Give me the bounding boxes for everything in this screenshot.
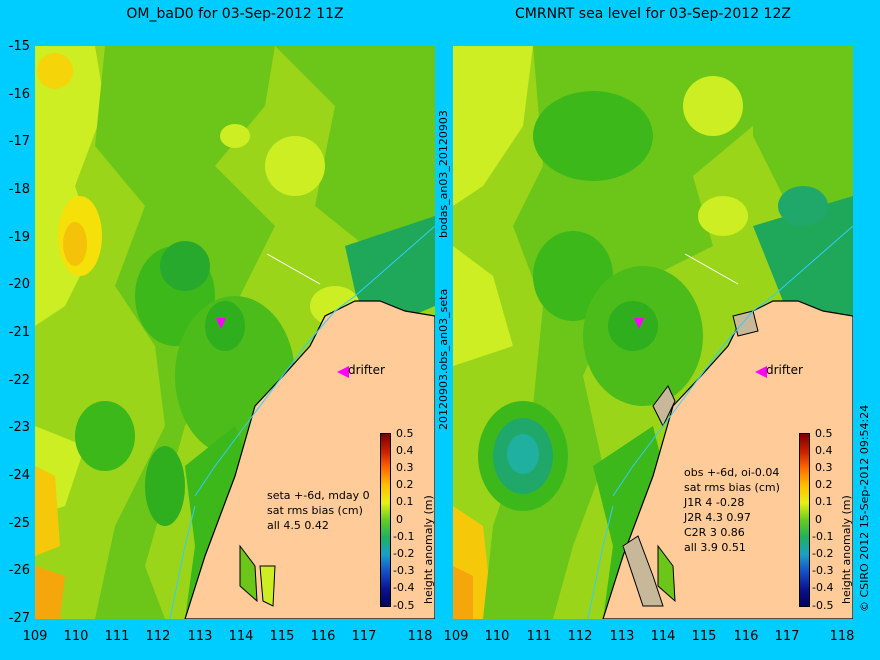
x-tick: 112 [145, 629, 171, 644]
analysis-file-label: bodas_an03_20120903 [437, 110, 450, 238]
colorbar-tick: 0.1 [396, 495, 414, 508]
colorbar-tick: -0.1 [812, 530, 834, 543]
stats-line: C2R 3 0.86 [684, 526, 745, 539]
colorbar-tick: 0.3 [815, 461, 833, 474]
x-tick: 117 [774, 629, 800, 644]
right-map-panel [453, 46, 853, 619]
y-tick: -23 [8, 420, 30, 435]
y-tick: -27 [8, 611, 30, 626]
y-tick: -17 [8, 134, 30, 149]
x-tick: 116 [310, 629, 336, 644]
x-tick: 111 [104, 629, 130, 644]
colorbar-tick: 0.4 [396, 444, 414, 457]
left-map-panel [35, 46, 435, 619]
right-map-title: CMRNRT sea level for 03-Sep-2012 12Z [515, 6, 791, 22]
y-tick: -15 [8, 39, 30, 54]
colorbar-tick: 0 [396, 513, 403, 526]
x-tick: 110 [63, 629, 89, 644]
copyright-credit: © CSIRO 2012 15-Sep-2012 09:54:24 [858, 404, 871, 612]
stats-line: all 4.5 0.42 [267, 519, 329, 532]
stats-line: J2R 4.3 0.97 [684, 511, 751, 524]
colorbar-tick: -0.5 [812, 599, 834, 612]
y-tick: -24 [8, 468, 30, 483]
right-stats-box: obs +-6d, oi-0.04 sat rms bias (cm) J1R … [684, 465, 780, 555]
x-tick: 115 [691, 629, 717, 644]
colorbar-tick: -0.2 [812, 547, 834, 560]
colorbar-label: height anomaly (m) [840, 495, 853, 604]
colorbar-tick: 0.3 [396, 461, 414, 474]
x-tick: 111 [526, 629, 552, 644]
colorbar-tick: -0.1 [393, 530, 415, 543]
colorbar-tick: -0.3 [812, 564, 834, 577]
obs-file-label: 20120903.obs_an03_seta [437, 288, 450, 430]
x-tick: 116 [733, 629, 759, 644]
colorbar-tick: -0.4 [393, 581, 415, 594]
colorbar-tick: -0.3 [393, 564, 415, 577]
stats-line: all 3.9 0.51 [684, 541, 746, 554]
x-tick: 117 [351, 629, 377, 644]
y-tick: -20 [8, 277, 30, 292]
x-tick: 109 [443, 629, 469, 644]
colorbar-label: height anomaly (m) [422, 495, 435, 604]
x-tick: 110 [484, 629, 510, 644]
colorbar-tick: -0.4 [812, 581, 834, 594]
y-tick: -22 [8, 373, 30, 388]
y-tick: -21 [8, 325, 30, 340]
colorbar-tick: 0.5 [815, 427, 833, 440]
colorbar-tick: 0.2 [396, 478, 414, 491]
stats-line: sat rms bias (cm) [684, 481, 780, 494]
right-sea-level-map [453, 46, 853, 619]
colorbar-tick: -0.5 [393, 599, 415, 612]
left-stats-box: seta +-6d, mday 0 sat rms bias (cm) all … [267, 488, 370, 533]
x-tick: 118 [407, 629, 433, 644]
drifter-label: drifter [766, 363, 803, 377]
x-tick: 112 [567, 629, 593, 644]
x-tick: 115 [269, 629, 295, 644]
colorbar-tick: -0.2 [393, 547, 415, 560]
left-sea-level-map [35, 46, 435, 619]
stats-line: obs +-6d, oi-0.04 [684, 466, 780, 479]
x-tick: 118 [829, 629, 855, 644]
colorbar-tick: 0.2 [815, 478, 833, 491]
x-tick: 114 [228, 629, 254, 644]
x-tick: 113 [187, 629, 213, 644]
y-tick: -18 [8, 182, 30, 197]
stats-line: J1R 4 -0.28 [684, 496, 745, 509]
colorbar-tick: 0 [815, 513, 822, 526]
stats-line: seta +-6d, mday 0 [267, 489, 370, 502]
stats-line: sat rms bias (cm) [267, 504, 363, 517]
colorbar-tick: 0.4 [815, 444, 833, 457]
colorbar-tick: 0.5 [396, 427, 414, 440]
x-tick: 114 [650, 629, 676, 644]
drifter-label: drifter [348, 363, 385, 377]
colorbar-tick: 0.1 [815, 495, 833, 508]
y-tick: -25 [8, 516, 30, 531]
y-tick: -16 [8, 87, 30, 102]
left-map-title: OM_baD0 for 03-Sep-2012 11Z [126, 6, 344, 22]
y-tick: -19 [8, 230, 30, 245]
x-tick: 109 [22, 629, 48, 644]
x-tick: 113 [609, 629, 635, 644]
y-tick: -26 [8, 563, 30, 578]
colorbar-gradient [799, 433, 810, 607]
colorbar-gradient [380, 433, 391, 607]
